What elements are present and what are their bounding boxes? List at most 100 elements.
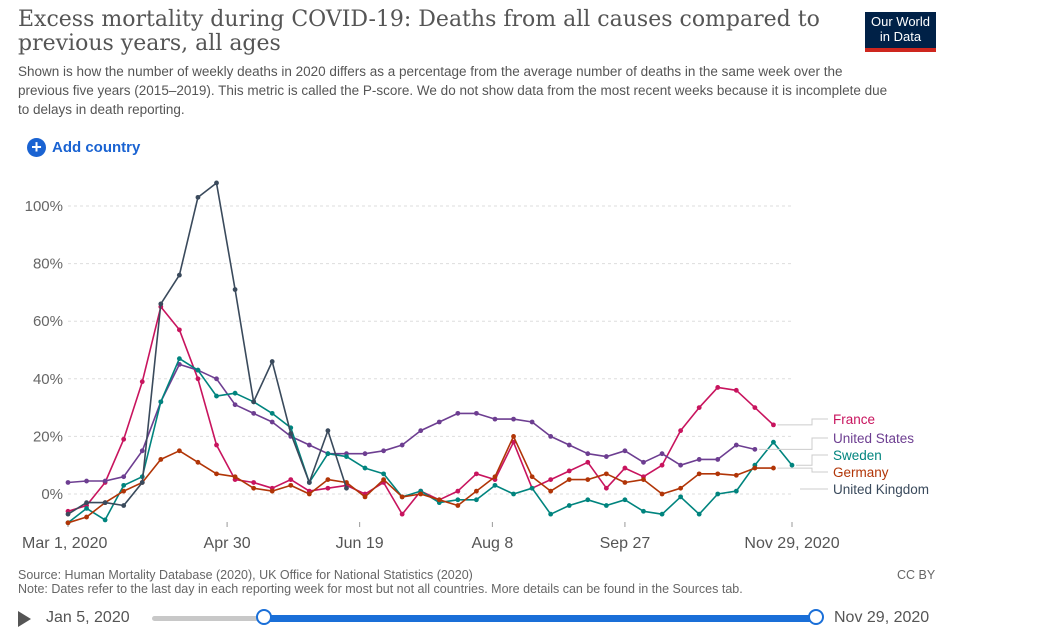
data-point	[121, 503, 127, 508]
data-point	[696, 457, 702, 462]
source-line: Source: Human Mortality Database (2020),…	[18, 568, 473, 582]
data-point	[214, 376, 219, 382]
data-point	[641, 477, 646, 482]
data-point	[566, 442, 572, 448]
data-point	[288, 477, 294, 482]
data-point	[455, 503, 461, 508]
data-point	[232, 390, 238, 396]
y-tick-label: 20%	[33, 428, 63, 445]
data-point	[102, 500, 108, 506]
data-point	[585, 497, 591, 503]
data-point	[622, 448, 628, 454]
y-tick-label: 0%	[41, 486, 63, 503]
data-point	[399, 442, 405, 448]
data-point	[715, 457, 721, 462]
data-point	[251, 410, 257, 416]
data-point	[251, 480, 257, 485]
data-point	[529, 485, 535, 491]
y-tick-label: 60%	[33, 313, 63, 330]
data-point	[269, 419, 275, 425]
data-point	[306, 442, 312, 448]
legend-connector	[796, 454, 828, 466]
data-point	[288, 431, 294, 436]
data-point	[752, 465, 758, 471]
logo-line-1: Our World	[871, 14, 930, 29]
data-point	[715, 471, 721, 477]
data-point	[232, 402, 238, 408]
data-point	[622, 497, 628, 503]
data-point	[715, 491, 721, 497]
data-point	[678, 428, 684, 434]
data-point	[436, 497, 442, 503]
data-point	[603, 485, 609, 491]
legend-connector	[777, 418, 828, 426]
data-point	[566, 468, 572, 474]
add-country-label: Add country	[52, 139, 141, 156]
data-point	[344, 485, 349, 491]
data-point	[715, 385, 721, 390]
data-point	[603, 471, 609, 477]
timeline-start-handle[interactable]	[256, 609, 273, 625]
plus-circle-icon: +	[27, 138, 46, 157]
data-point	[492, 474, 498, 480]
data-point	[474, 410, 479, 416]
x-tick-label: Apr 30	[204, 535, 251, 552]
add-country-button[interactable]: + Add country	[27, 138, 140, 157]
data-point	[771, 465, 776, 471]
data-point	[789, 462, 795, 468]
data-point	[418, 428, 424, 434]
timeline-end-handle[interactable]	[808, 609, 824, 625]
data-point	[195, 194, 201, 200]
data-point	[418, 491, 424, 497]
data-point	[455, 410, 461, 416]
data-point	[511, 434, 516, 439]
data-point	[696, 405, 702, 410]
data-point	[139, 480, 145, 485]
chart-title: Excess mortality during COVID-19: Deaths…	[18, 7, 820, 56]
data-point	[548, 434, 554, 439]
data-point	[102, 517, 108, 523]
data-point	[659, 491, 665, 497]
data-point	[585, 459, 591, 465]
data-point	[84, 514, 89, 520]
data-point	[102, 478, 108, 484]
data-point	[84, 478, 89, 484]
play-icon[interactable]	[18, 611, 31, 627]
data-point	[492, 482, 498, 488]
data-point	[529, 474, 535, 480]
data-point	[659, 511, 665, 517]
data-point	[733, 387, 739, 393]
data-point	[696, 511, 702, 517]
line-chart: 0% 20% 40% 60% 80% 100% Mar 1, 2020 Apr 30 Jun 1…	[22, 180, 929, 552]
note-line: Note: Dates refer to the last day in eac…	[18, 582, 743, 596]
data-point	[232, 287, 238, 292]
data-point	[566, 477, 572, 482]
data-point	[603, 503, 609, 508]
data-point	[158, 399, 164, 405]
data-point	[214, 393, 219, 399]
data-point	[752, 446, 758, 452]
data-point	[176, 356, 182, 362]
data-point	[176, 327, 182, 333]
data-point	[381, 477, 386, 482]
data-point	[585, 451, 591, 457]
x-tick-label: Nov 29, 2020	[744, 535, 839, 552]
data-point	[548, 511, 554, 517]
data-point	[214, 471, 219, 477]
data-point	[65, 520, 71, 526]
data-point	[678, 494, 684, 500]
data-point	[214, 442, 219, 448]
license-label[interactable]: CC BY	[897, 568, 936, 582]
data-point	[121, 436, 127, 442]
data-point	[399, 511, 405, 517]
data-point	[474, 488, 479, 494]
data-point	[733, 488, 739, 494]
data-point	[641, 508, 646, 514]
data-point	[325, 451, 331, 457]
data-point	[65, 511, 71, 517]
legend-label: Sweden	[833, 448, 882, 463]
data-point	[121, 474, 127, 480]
data-point	[566, 503, 572, 508]
data-point	[548, 488, 554, 494]
owid-logo[interactable]: Our World in Data	[865, 12, 936, 52]
